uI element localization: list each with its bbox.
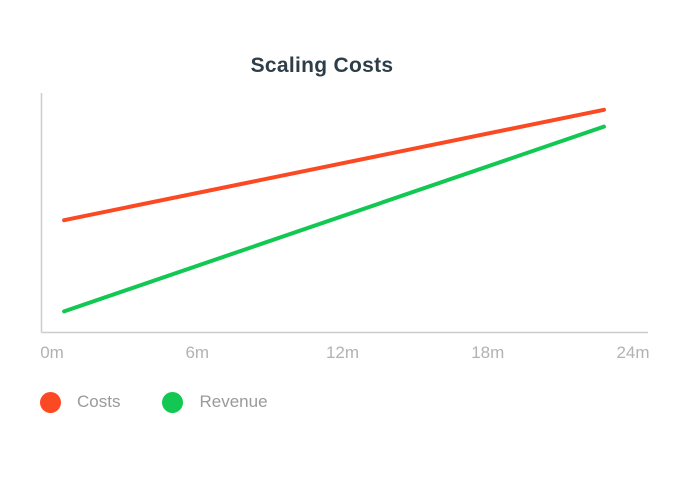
costs-series-label: Costs (77, 392, 121, 411)
chart-title: Scaling Costs (250, 54, 394, 77)
legend-item-revenue: Revenue (162, 391, 268, 413)
legend-item-costs: Costs (40, 391, 121, 413)
costs-series-marker (40, 391, 61, 413)
revenue-series-label: Revenue (199, 392, 268, 411)
chart-legend: Costs Revenue (40, 391, 268, 413)
x-tick-0m: 0m (40, 343, 64, 362)
x-tick-6m: 6m (185, 343, 210, 362)
revenue-series-marker (162, 391, 184, 413)
revenue-series-line (62, 124, 606, 314)
x-tick-12m: 12m (325, 343, 360, 362)
x-tick-18m: 18m (471, 343, 505, 362)
costs-series-line (62, 107, 606, 223)
x-tick-24m: 24m (616, 343, 650, 362)
